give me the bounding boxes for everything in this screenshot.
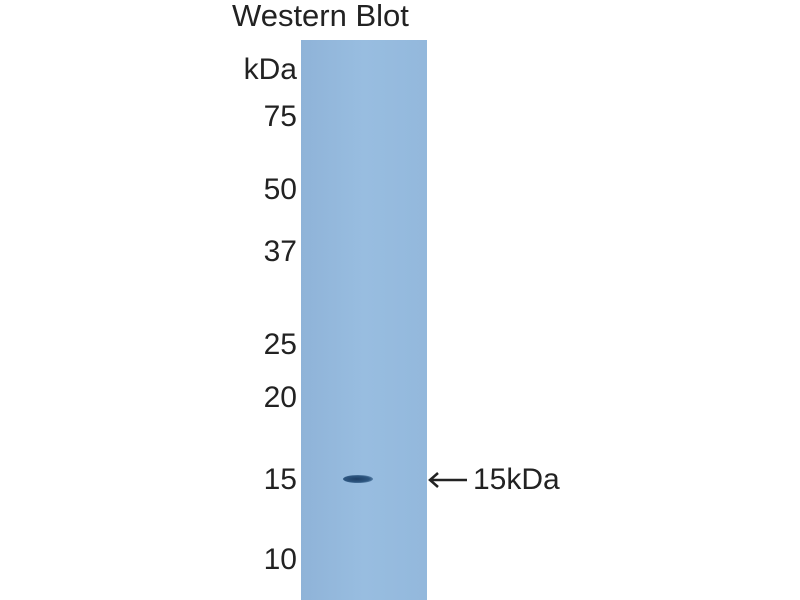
arrow-left-icon [428,472,467,488]
marker-50: 50 [263,173,297,206]
protein-band [343,475,373,483]
band-size-label: 15kDa [473,463,560,496]
figure-title: Western Blot [232,0,409,33]
unit-label: kDa [243,53,297,86]
marker-75: 75 [263,100,297,133]
blot-lane [301,40,427,600]
marker-20: 20 [263,381,297,414]
marker-15: 15 [263,463,297,496]
marker-25: 25 [263,328,297,361]
marker-37: 37 [263,235,297,268]
marker-10: 10 [263,543,297,576]
band-annotation: 15kDa [427,463,560,497]
